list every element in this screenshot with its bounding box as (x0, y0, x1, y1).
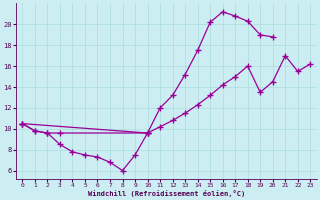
X-axis label: Windchill (Refroidissement éolien,°C): Windchill (Refroidissement éolien,°C) (88, 190, 245, 197)
